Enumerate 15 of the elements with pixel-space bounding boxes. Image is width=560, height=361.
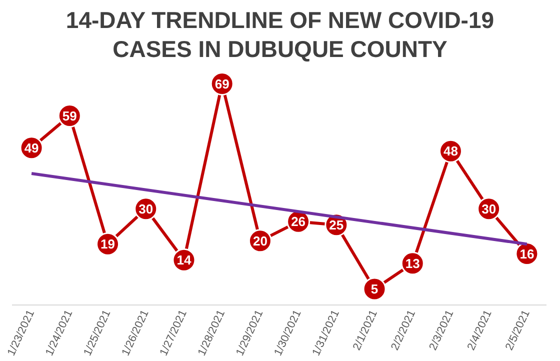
data-label: 26 xyxy=(291,214,306,230)
data-label: 5 xyxy=(370,282,378,297)
data-label: 48 xyxy=(444,144,458,159)
data-label: 16 xyxy=(520,246,534,262)
data-label: 20 xyxy=(252,233,268,248)
data-label: 59 xyxy=(62,108,77,124)
data-label: 19 xyxy=(100,236,115,252)
data-label: 14 xyxy=(176,252,192,268)
chart-title: 14-DAY TRENDLINE OF NEW COVID-19 CASES IN DUBUQUE COUNTY xyxy=(64,6,496,64)
data-label: 30 xyxy=(138,201,154,216)
data-label: 13 xyxy=(405,256,420,271)
data-label: 30 xyxy=(482,201,496,216)
data-label: 49 xyxy=(24,140,39,156)
data-label: 69 xyxy=(214,76,230,92)
data-label: 25 xyxy=(329,217,344,232)
